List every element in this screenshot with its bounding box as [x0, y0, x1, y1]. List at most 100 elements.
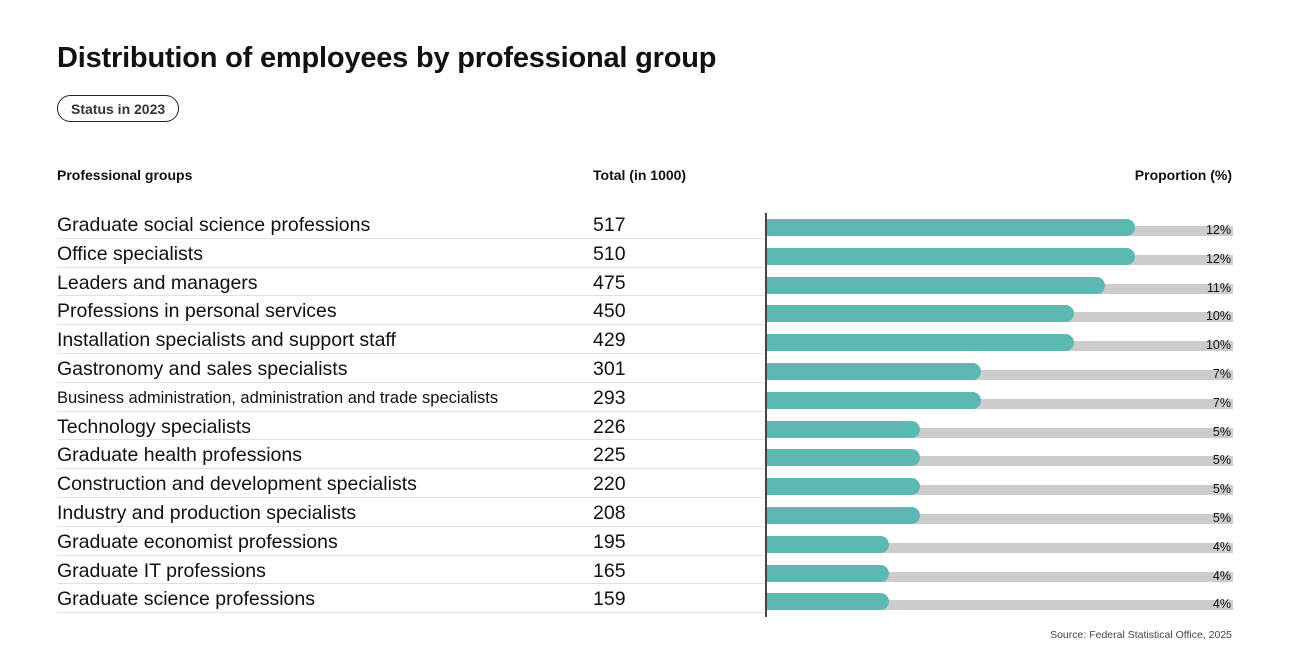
- column-header-proportion: Proportion (%): [1134, 167, 1232, 183]
- source-note: Source: Federal Statistical Office, 2025: [1050, 629, 1232, 641]
- row-label: Technology specialists: [57, 415, 252, 438]
- table-row: Construction and development specialists…: [57, 469, 1233, 498]
- row-label: Construction and development specialists: [57, 473, 417, 496]
- status-badge: Status in 2023: [57, 95, 180, 122]
- row-label: Graduate IT professions: [57, 559, 266, 582]
- data-label: 4%: [1212, 539, 1231, 554]
- bar: [766, 305, 1074, 323]
- row-divider: [57, 324, 764, 326]
- table-row: Graduate IT professions 165 4%: [57, 556, 1233, 585]
- table-row: Industry and production specialists 208 5%: [57, 498, 1233, 527]
- row-label: Graduate social science professions: [57, 214, 371, 236]
- row-total: 301: [593, 357, 626, 380]
- row-total: 195: [593, 530, 626, 553]
- row-total: 208: [593, 501, 626, 524]
- row-total: 159: [593, 588, 626, 611]
- table-row: Leaders and managers 475 11%: [57, 268, 1233, 297]
- bar-track: [766, 369, 1233, 380]
- row-divider: [57, 525, 764, 527]
- bar: [766, 247, 1135, 265]
- row-total: 475: [593, 271, 626, 294]
- row-divider: [57, 468, 764, 470]
- row-divider: [57, 410, 764, 412]
- data-label: 12%: [1205, 223, 1231, 237]
- bar: [766, 535, 889, 553]
- row-label: Business administration, administration …: [57, 388, 499, 407]
- row-total: 225: [593, 444, 626, 467]
- chart-axis-line: [765, 213, 767, 617]
- row-label: Graduate health professions: [57, 444, 302, 467]
- bar-track: [766, 427, 1233, 438]
- bar: [766, 449, 920, 467]
- data-label: 5%: [1212, 424, 1231, 439]
- chart-title: Distribution of employees by professiona…: [57, 42, 717, 74]
- column-header-groups: Professional groups: [57, 167, 193, 183]
- data-label: 4%: [1212, 568, 1231, 583]
- data-label: 5%: [1212, 453, 1231, 468]
- column-header-total: Total (in 1000): [593, 167, 687, 183]
- row-total: 517: [593, 214, 626, 236]
- bar: [766, 478, 920, 496]
- row-divider: [57, 381, 764, 383]
- row-total: 220: [593, 473, 626, 496]
- row-label: Leaders and managers: [57, 271, 258, 294]
- row-label: Installation specialists and support sta…: [57, 329, 396, 352]
- row-total: 165: [593, 559, 626, 582]
- bar-track: [766, 513, 1233, 524]
- row-total: 226: [593, 415, 626, 438]
- row-label: Professions in personal services: [57, 300, 337, 323]
- table-row: Graduate health professions 225 5%: [57, 440, 1233, 470]
- data-label: 7%: [1212, 395, 1231, 410]
- data-label: 7%: [1212, 366, 1231, 381]
- table-row: Office specialists 510 12%: [57, 239, 1233, 268]
- bar: [766, 334, 1074, 352]
- bar-track: [766, 398, 1233, 409]
- table-row: Gastronomy and sales specialists 301 7%: [57, 354, 1233, 383]
- row-label: Graduate science professions: [57, 588, 315, 611]
- row-label: Graduate economist professions: [57, 530, 338, 553]
- table-row: Technology specialists 226 5%: [57, 412, 1233, 441]
- table-row: Professions in personal services 450 10%: [57, 296, 1233, 326]
- table-row: Installation specialists and support sta…: [57, 325, 1233, 354]
- data-label: 11%: [1206, 280, 1231, 295]
- row-total: 510: [593, 242, 626, 265]
- row-total: 450: [593, 300, 626, 323]
- data-label: 5%: [1212, 482, 1231, 497]
- table-row: Graduate economist professions 195 4%: [57, 527, 1233, 556]
- data-label: 10%: [1205, 338, 1231, 353]
- row-divider: [57, 496, 764, 498]
- bar-track: [766, 600, 1233, 611]
- bar: [766, 276, 1105, 294]
- chart-rows: Graduate social science professions 517 12…: [57, 210, 1233, 614]
- table-row: Graduate social science professions 517 12…: [57, 210, 1233, 239]
- bar-track: [766, 542, 1233, 553]
- bar: [766, 593, 889, 611]
- data-label: 10%: [1205, 309, 1231, 324]
- bar: [766, 391, 981, 409]
- data-label: 5%: [1212, 510, 1231, 525]
- row-label: Industry and production specialists: [57, 501, 357, 524]
- row-total: 293: [593, 386, 626, 409]
- row-label: Gastronomy and sales specialists: [57, 357, 348, 380]
- table-row: Business administration, administration …: [57, 383, 1233, 412]
- bar-track: [766, 456, 1233, 467]
- row-divider: [57, 612, 764, 614]
- row-total: 429: [593, 329, 626, 352]
- data-label: 12%: [1205, 251, 1231, 266]
- bar: [766, 420, 920, 438]
- row-label: Office specialists: [57, 242, 203, 265]
- bar: [766, 219, 1135, 236]
- row-divider: [57, 352, 764, 354]
- row-divider: [57, 554, 764, 556]
- row-divider: [57, 295, 764, 297]
- data-label: 4%: [1212, 597, 1231, 612]
- bar: [766, 506, 920, 524]
- bar: [766, 362, 981, 380]
- bar-track: [766, 571, 1233, 582]
- row-divider: [57, 237, 764, 239]
- bar: [766, 564, 889, 582]
- bar-track: [766, 485, 1233, 496]
- row-divider: [57, 583, 764, 585]
- row-divider: [57, 439, 764, 441]
- row-divider: [57, 266, 764, 268]
